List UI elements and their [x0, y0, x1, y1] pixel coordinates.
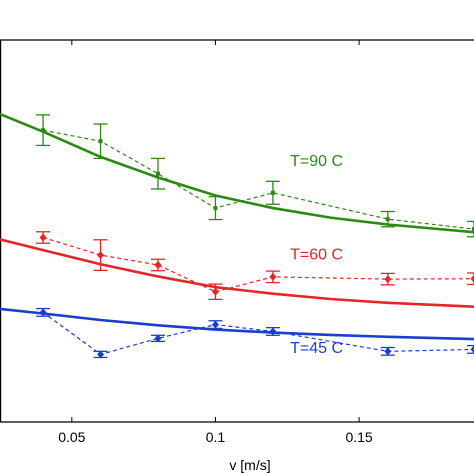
marker-diamond: [269, 272, 277, 281]
marker-diamond: [470, 345, 474, 354]
data-point-t60: [380, 272, 395, 286]
data-point-t90: [93, 123, 108, 160]
data-point-t45: [36, 307, 51, 317]
marker-diamond: [470, 274, 474, 283]
data-point-t60: [93, 239, 108, 271]
marker-square: [41, 128, 46, 133]
marker-diamond: [269, 327, 277, 336]
data-point-t60: [467, 272, 474, 286]
marker-diamond: [211, 320, 219, 329]
series-annotation-t60: T=60 C: [290, 247, 343, 264]
axes: 0.05 0.1 0.15: [0, 39, 474, 445]
fit-curve-t90: [0, 112, 474, 234]
x-tick-label: 0.05: [58, 429, 85, 445]
marker-square: [270, 190, 275, 195]
x-tick-label: 0.1: [206, 429, 226, 445]
data-point-t90: [208, 195, 223, 221]
marker-diamond: [384, 347, 392, 356]
x-axis-label: v [m/s]: [229, 457, 270, 473]
marker-diamond: [211, 287, 219, 296]
marker-diamond: [154, 334, 162, 343]
x-tick-label: 0.15: [345, 429, 372, 445]
fit-curve-t60: [0, 238, 474, 308]
marker-square: [98, 139, 103, 144]
measured-line-t45: [42, 311, 474, 356]
data-point-t45: [265, 326, 280, 336]
data-point-t45: [208, 320, 223, 330]
measured-series: [36, 114, 474, 359]
fit-curve-t45: [0, 307, 474, 341]
data-point-t45: [151, 334, 165, 343]
data-point-t60: [36, 231, 51, 244]
data-point-t60: [208, 283, 223, 301]
marker-square: [156, 171, 160, 176]
data-point-t45: [93, 350, 108, 359]
data-point-t90: [36, 114, 51, 147]
fit-curves: [0, 112, 474, 341]
marker-diamond: [97, 350, 105, 359]
data-point-t60: [265, 270, 280, 284]
data-point-t60: [151, 258, 165, 272]
series-annotation-t90: T=90 C: [290, 153, 343, 170]
marker-square: [385, 217, 390, 222]
data-point-t90: [151, 157, 165, 190]
marker-diamond: [384, 275, 392, 284]
marker-diamond: [39, 308, 47, 317]
data-point-t90: [380, 210, 395, 228]
marker-diamond: [97, 251, 105, 260]
marker-diamond: [39, 233, 47, 242]
marker-square: [213, 206, 218, 211]
data-point-t90: [467, 220, 474, 238]
marker-square: [472, 227, 474, 232]
series-annotation-t45: T=45 C: [290, 340, 343, 357]
data-point-t45: [380, 346, 395, 356]
data-point-t45: [467, 344, 474, 354]
data-point-t90: [265, 180, 280, 205]
marker-diamond: [154, 260, 162, 269]
annotations: T=90 C T=60 C T=45 C: [290, 153, 343, 357]
measured-line-t90: [42, 129, 474, 230]
